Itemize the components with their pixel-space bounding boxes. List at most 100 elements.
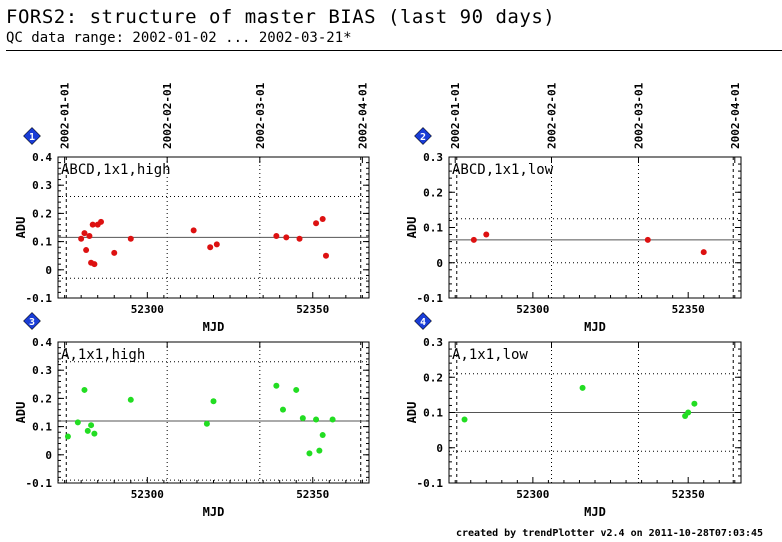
panel-badge-number: 4 (420, 317, 426, 328)
title-divider (6, 50, 782, 51)
data-point (213, 241, 220, 248)
date-tick-label: 2002-02-01 (546, 82, 559, 149)
panel-label: A,1x1,low (452, 347, 528, 363)
x-tick-label: 52350 (296, 488, 329, 501)
data-point (700, 249, 707, 256)
y-tick-label: 0.1 (423, 222, 443, 235)
data-point (329, 416, 336, 423)
data-point (210, 398, 217, 405)
data-point (483, 231, 490, 238)
x-axis-label: MJD (584, 320, 606, 334)
data-point (89, 221, 96, 228)
date-tick-label: 2002-03-01 (632, 82, 645, 149)
x-tick-label: 52300 (131, 303, 164, 316)
date-tick-label: 2002-01-01 (449, 82, 462, 149)
date-tick-label: 2002-02-01 (161, 82, 174, 149)
y-axis-label: ADU (405, 402, 419, 424)
y-axis-label: ADU (405, 217, 419, 239)
panel-badge-icon (414, 127, 432, 145)
panel-badge-number: 3 (29, 317, 35, 328)
y-tick-label: 0.1 (423, 407, 443, 420)
data-point (207, 244, 214, 251)
x-axis-label: MJD (584, 505, 606, 519)
y-tick-label: 0.2 (32, 392, 52, 405)
credit-line: created by trendPlotter v2.4 on 2011-10-… (456, 528, 764, 539)
plot-frame (57, 341, 370, 484)
data-point (296, 235, 303, 242)
data-point (111, 249, 118, 256)
y-tick-label: 0.2 (32, 207, 52, 220)
data-point (691, 400, 698, 407)
data-point (81, 230, 88, 237)
data-point (84, 427, 91, 434)
y-tick-label: 0 (45, 264, 52, 277)
panel-label: A,1x1,high (61, 347, 145, 363)
data-point (88, 422, 95, 429)
panel-label: ABCD,1x1,low (452, 162, 554, 178)
y-tick-label: 0.4 (32, 336, 52, 349)
y-tick-label: -0.1 (417, 292, 444, 305)
page-title: FORS2: structure of master BIAS (last 90… (6, 6, 556, 28)
y-axis-label: ADU (14, 217, 28, 239)
panel-badge-number: 1 (29, 132, 35, 143)
x-tick-label: 52300 (131, 488, 164, 501)
x-tick-label: 52300 (516, 303, 549, 316)
data-point (127, 235, 134, 242)
data-point (313, 220, 320, 227)
date-tick-label: 2002-01-01 (59, 82, 72, 149)
data-point (86, 232, 93, 239)
y-tick-label: 0 (436, 442, 443, 455)
panel-badge-icon (414, 312, 432, 330)
y-tick-label: 0.1 (32, 236, 52, 249)
data-point (283, 234, 290, 241)
data-point (299, 415, 306, 422)
data-point (313, 416, 320, 423)
data-point (461, 416, 468, 423)
x-tick-label: 52300 (516, 488, 549, 501)
data-point (91, 430, 98, 437)
plot-frame (448, 156, 742, 299)
data-point (293, 386, 300, 393)
y-tick-label: 0.2 (423, 371, 443, 384)
y-tick-label: 0.3 (32, 179, 52, 192)
data-point (64, 433, 71, 440)
date-tick-label: 2002-04-01 (729, 82, 742, 149)
x-axis-label: MJD (203, 505, 225, 519)
y-tick-label: -0.1 (26, 477, 53, 490)
data-point (470, 236, 477, 243)
data-point (316, 447, 323, 454)
data-point (319, 432, 326, 439)
y-tick-label: 0 (436, 257, 443, 270)
data-point (306, 450, 313, 457)
data-point (279, 406, 286, 413)
plot-frame (57, 156, 370, 299)
panel-badge-number: 2 (420, 132, 426, 143)
data-point (83, 247, 90, 254)
x-tick-label: 52350 (296, 303, 329, 316)
data-point (644, 236, 651, 243)
x-axis-label: MJD (203, 320, 225, 334)
data-point (319, 216, 326, 223)
data-point (91, 261, 98, 268)
y-tick-label: 0.1 (32, 421, 52, 434)
y-tick-label: -0.1 (26, 292, 53, 305)
y-tick-label: -0.1 (417, 477, 444, 490)
data-point (127, 396, 134, 403)
data-point (273, 232, 280, 239)
data-point (579, 384, 586, 391)
y-tick-label: 0.4 (32, 151, 52, 164)
x-tick-label: 52350 (672, 488, 705, 501)
panel-label: ABCD,1x1,high (61, 162, 171, 178)
y-axis-label: ADU (14, 402, 28, 424)
date-tick-label: 2002-04-01 (356, 82, 369, 149)
page-subtitle: QC data range: 2002-01-02 ... 2002-03-21… (6, 30, 352, 46)
data-point (203, 420, 210, 427)
data-point (81, 386, 88, 393)
data-point (273, 382, 280, 389)
panel-badge-icon (23, 312, 41, 330)
data-point (190, 227, 197, 234)
x-tick-label: 52350 (672, 303, 705, 316)
y-tick-label: 0.3 (423, 336, 443, 349)
panel-badge-icon (23, 127, 41, 145)
